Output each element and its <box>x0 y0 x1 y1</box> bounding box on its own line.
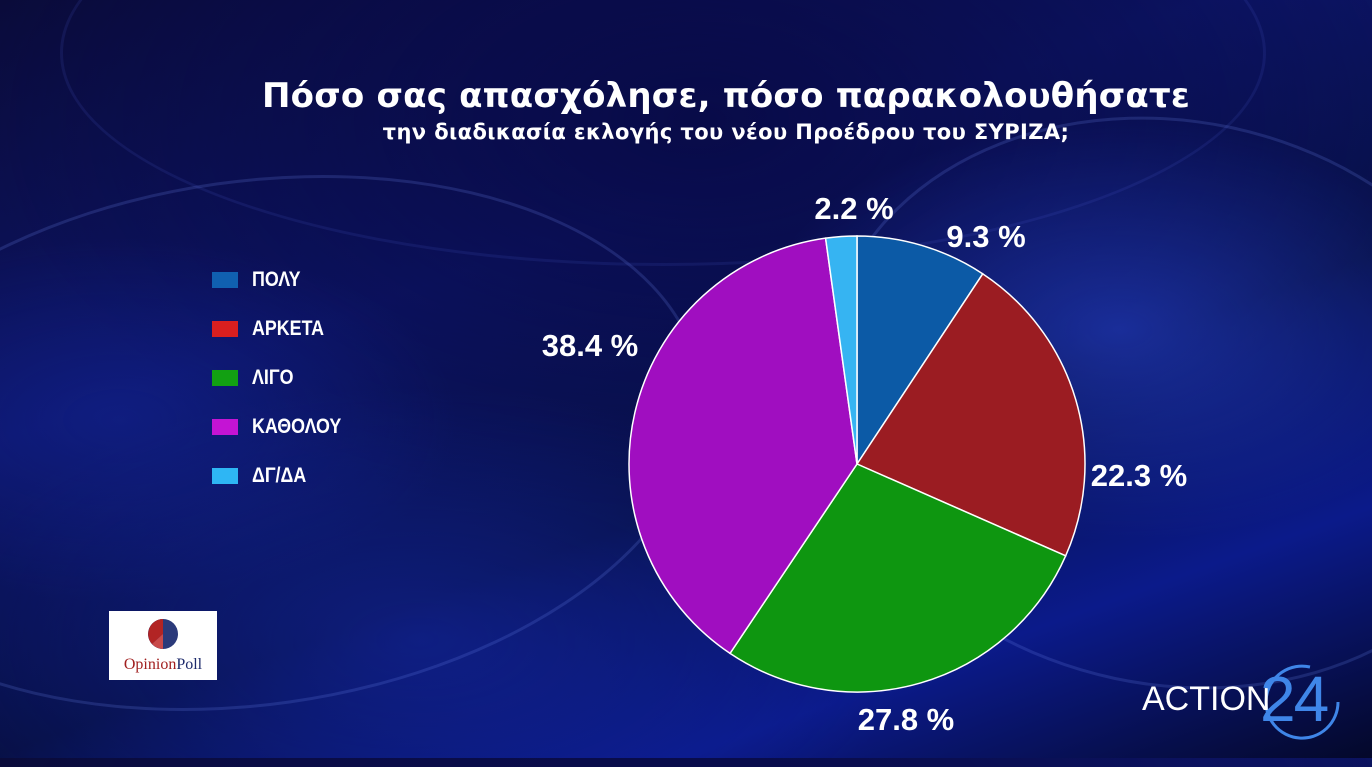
legend-label: ΚΑΘΟΛΟΥ <box>252 414 342 438</box>
data-label: 9.3 % <box>946 219 1025 254</box>
legend-swatch <box>212 320 238 337</box>
legend-item-dgda: ΔΓ/ΔΑ <box>212 464 357 487</box>
legend-swatch <box>212 467 238 484</box>
opinionpoll-logo: OpinionPoll <box>109 611 217 680</box>
legend-swatch <box>212 369 238 386</box>
action24-logo: ACTION 24 <box>1142 662 1342 742</box>
legend-item-poly: ΠΟΛΥ <box>212 268 357 291</box>
data-label: 22.3 % <box>1091 458 1188 493</box>
legend-label: ΑΡΚΕΤΑ <box>252 316 325 340</box>
action24-ring-icon <box>1264 664 1340 740</box>
legend: ΠΟΛΥ ΑΡΚΕΤΑ ΛΙΓΟ ΚΑΘΟΛΟΥ ΔΓ/ΔΑ <box>212 268 357 513</box>
legend-swatch <box>212 271 238 288</box>
chart-subtitle: την διαδικασία εκλογής του νέου Προέδρου… <box>382 120 1070 144</box>
opinionpoll-logo-text: OpinionPoll <box>123 656 203 673</box>
legend-label: ΠΟΛΥ <box>252 267 301 291</box>
pie-slice-poly <box>856 235 984 467</box>
pie-slice-dgda <box>824 235 858 465</box>
pie-slice-katholou <box>628 237 858 655</box>
legend-label: ΔΓ/ΔΑ <box>252 463 307 487</box>
legend-swatch <box>212 418 238 435</box>
legend-label: ΛΙΓΟ <box>252 365 294 389</box>
data-label: 2.2 % <box>814 191 893 226</box>
pie-slice-ligo <box>728 463 1067 693</box>
legend-item-ligo: ΛΙΓΟ <box>212 366 357 389</box>
data-label: 27.8 % <box>858 702 955 737</box>
chart-title: Πόσο σας απασχόλησε, πόσο παρακολουθήσατ… <box>261 76 1191 116</box>
legend-item-katholou: ΚΑΘΟΛΟΥ <box>212 415 357 438</box>
action24-number: 24 <box>1260 663 1329 735</box>
action24-word: ACTION <box>1142 680 1271 718</box>
pie-slice-arketa <box>855 272 1086 557</box>
legend-item-arketa: ΑΡΚΕΤΑ <box>212 317 357 340</box>
opinionpoll-logo-icon <box>148 619 178 649</box>
data-label: 38.4 % <box>542 328 639 363</box>
